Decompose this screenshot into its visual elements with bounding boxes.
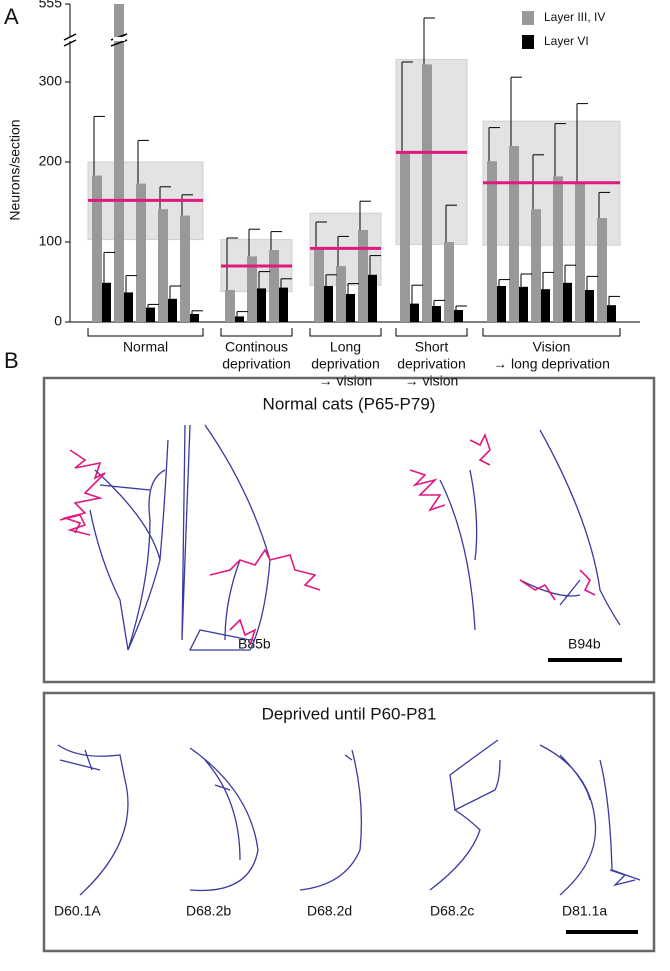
bar bbox=[124, 292, 133, 322]
bar bbox=[597, 218, 607, 322]
y-tick-label: 0 bbox=[54, 313, 62, 329]
group-label: → vision bbox=[319, 373, 373, 389]
bar bbox=[158, 209, 168, 322]
bar bbox=[509, 146, 519, 322]
bar bbox=[497, 286, 506, 322]
axis-break-mark bbox=[63, 33, 77, 47]
bar bbox=[235, 316, 244, 322]
bar bbox=[190, 314, 199, 322]
bar bbox=[541, 289, 550, 322]
bar bbox=[531, 209, 541, 322]
y-tick-label: 555 bbox=[39, 0, 63, 11]
bar bbox=[324, 286, 333, 322]
bar bbox=[400, 151, 410, 322]
bar bbox=[336, 266, 346, 322]
legend-swatch bbox=[522, 11, 534, 25]
group-label: Short bbox=[415, 339, 449, 355]
bar bbox=[410, 303, 419, 322]
group-label: Continous bbox=[225, 339, 288, 355]
bar bbox=[114, 4, 124, 322]
y-tick-label: 300 bbox=[39, 73, 63, 89]
bar bbox=[519, 286, 528, 322]
bar bbox=[444, 242, 454, 322]
group-bracket bbox=[309, 328, 382, 337]
cell-label: D68.2d bbox=[307, 903, 352, 919]
cell-label: D68.2c bbox=[430, 903, 474, 919]
break-gap bbox=[113, 37, 125, 41]
bar bbox=[279, 287, 288, 322]
bar bbox=[146, 307, 155, 322]
panel-b: Normal cats (P65-P79) Deprived until P60… bbox=[42, 376, 656, 953]
frame bbox=[42, 376, 656, 684]
legend-label: Layer VI bbox=[544, 34, 589, 48]
cell-label: D60.1A bbox=[54, 903, 101, 919]
bar bbox=[607, 305, 616, 322]
neuron-drawings bbox=[57, 424, 641, 896]
group-label: Long bbox=[330, 339, 361, 355]
bar bbox=[136, 183, 146, 322]
group-bracket bbox=[395, 328, 468, 337]
group-label: Vision bbox=[533, 339, 571, 355]
bar bbox=[585, 290, 594, 322]
cell-label: D81.1a bbox=[562, 903, 607, 919]
group-bracket bbox=[87, 328, 204, 337]
group-label: → long deprivation bbox=[493, 356, 610, 372]
legend-label: Layer III, IV bbox=[544, 10, 605, 24]
bar bbox=[454, 310, 463, 322]
bar bbox=[180, 215, 190, 322]
bar bbox=[422, 64, 432, 323]
panel-title: Normal cats (P65-P79) bbox=[263, 394, 436, 413]
bar bbox=[257, 288, 266, 322]
cell-label: B94b bbox=[568, 636, 601, 652]
bar bbox=[368, 274, 377, 322]
panel-label: A bbox=[4, 4, 19, 29]
group-label: deprivation bbox=[397, 356, 466, 372]
bar bbox=[314, 249, 324, 322]
bar bbox=[553, 176, 563, 322]
group-label: → vision bbox=[405, 373, 459, 389]
group-bracket bbox=[482, 328, 621, 337]
group-label: deprivation bbox=[311, 356, 380, 372]
bar bbox=[269, 250, 279, 322]
legend-swatch bbox=[522, 35, 534, 49]
bar bbox=[432, 306, 441, 322]
bar bbox=[247, 256, 257, 322]
group-label: Normal bbox=[123, 339, 168, 355]
group-label: deprivation bbox=[222, 356, 291, 372]
cell-label: D68.2b bbox=[186, 903, 231, 919]
frame bbox=[42, 691, 656, 953]
bar bbox=[92, 175, 102, 322]
y-tick-label: 100 bbox=[39, 233, 63, 249]
bar bbox=[168, 298, 177, 322]
panel-label: B bbox=[4, 348, 19, 373]
y-axis-label: Neurons/section bbox=[7, 119, 23, 220]
y-tick-label: 200 bbox=[39, 153, 63, 169]
bar bbox=[346, 294, 355, 322]
panel-title: Deprived until P60-P81 bbox=[262, 704, 437, 723]
bar bbox=[487, 161, 497, 322]
group-bracket bbox=[220, 328, 293, 337]
bar bbox=[102, 282, 111, 322]
axis-break-gap bbox=[66, 37, 74, 41]
bar bbox=[563, 282, 572, 322]
bar bbox=[358, 230, 368, 322]
bar bbox=[225, 290, 235, 322]
bar bbox=[575, 182, 585, 322]
